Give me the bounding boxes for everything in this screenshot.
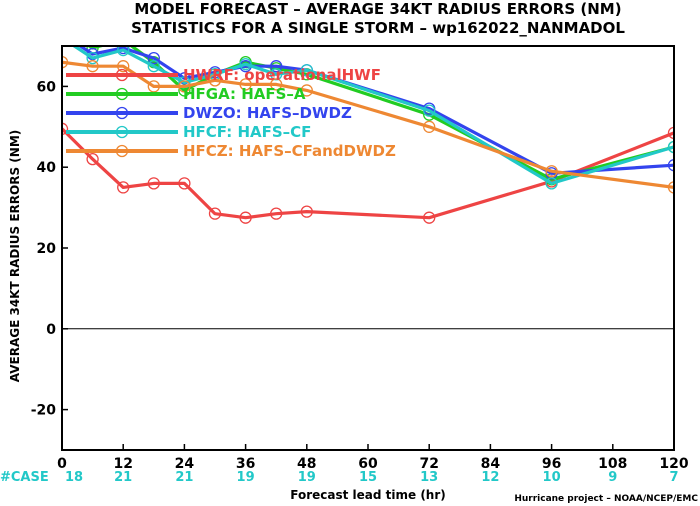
x-axis-label: Forecast lead time (hr) (290, 488, 446, 502)
legend-marker-1 (115, 87, 129, 101)
plot-frame (61, 45, 675, 451)
data-point (423, 104, 436, 117)
chart-title: MODEL FORECAST – AVERAGE 34KT RADIUS ERR… (134, 0, 621, 18)
data-point (423, 211, 436, 224)
y-tick-label: 20 (37, 241, 57, 257)
y-tick-label: 0 (46, 322, 56, 338)
data-point (117, 181, 130, 194)
case-label: #CASE (0, 470, 49, 485)
legend-marker-4 (115, 144, 129, 158)
data-point (57, 32, 68, 43)
data-point (270, 207, 283, 220)
credit: Hurricane project – NOAA/NCEP/EMC (514, 494, 698, 504)
data-point (667, 181, 674, 194)
data-point (545, 165, 558, 178)
data-point (300, 64, 313, 77)
data-point (62, 122, 69, 135)
data-point (667, 126, 674, 140)
data-point (239, 78, 252, 91)
data-point (178, 80, 191, 93)
legend-marker-2 (115, 106, 129, 120)
case-count: 21 (114, 470, 132, 485)
series-group (57, 24, 674, 224)
legend-label-3: HFCF: HAFS–CF (183, 123, 311, 141)
data-point (117, 46, 130, 57)
legend-marker-3 (115, 125, 129, 139)
case-count: 18 (65, 470, 83, 485)
data-point (300, 205, 313, 218)
data-point (86, 51, 99, 65)
x-tick-label: 72 (419, 456, 438, 472)
data-point (147, 80, 160, 93)
case-count: 21 (175, 470, 193, 485)
x-tick-label: 12 (113, 456, 132, 472)
case-count: 19 (237, 470, 255, 485)
data-point (300, 84, 313, 97)
x-tick-label: 36 (236, 456, 255, 472)
x-tick-label: 60 (358, 456, 378, 472)
data-point (270, 68, 283, 81)
data-point (667, 159, 674, 172)
series-line-0 (62, 127, 674, 220)
data-point (57, 24, 68, 35)
x-tick-label: 108 (598, 456, 627, 472)
y-axis-ticks: -20 0 20 40 60 (31, 79, 68, 419)
plot-area (57, 24, 674, 330)
data-point (62, 56, 69, 69)
legend-label-0: HWRF: operationalHWF (183, 66, 381, 84)
data-point (117, 60, 130, 73)
legend-label-1: HFGA: HAFS–A (183, 85, 306, 103)
x-tick-label: 96 (542, 456, 561, 472)
data-point (86, 60, 99, 73)
data-point (239, 58, 252, 71)
data-point (667, 140, 674, 154)
data-point (147, 51, 160, 65)
x-tick-label: 120 (659, 456, 688, 472)
data-point (147, 60, 160, 73)
case-count: 19 (298, 470, 316, 485)
x-axis-ticks: 0 12 24 36 48 60 72 84 96 108 120 (57, 444, 689, 472)
case-counts: 18 21 21 19 19 15 13 12 10 9 7 (65, 470, 679, 485)
data-point (178, 177, 191, 190)
legend-marker-0 (115, 68, 129, 82)
data-point (57, 28, 68, 39)
data-point (270, 60, 283, 73)
data-point (147, 177, 160, 190)
case-count: 15 (359, 470, 377, 485)
data-point (270, 78, 283, 91)
legend-label-2: DWZO: HAFS–DWDZ (183, 104, 352, 122)
y-tick-label: -20 (31, 403, 57, 419)
y-tick-label: 40 (37, 160, 57, 176)
case-count: 7 (669, 470, 678, 485)
case-count: 9 (608, 470, 617, 485)
y-axis-label: AVERAGE 34KT RADIUS ERRORS (NM) (8, 130, 22, 382)
data-point (423, 120, 436, 133)
x-tick-label: 84 (481, 456, 501, 472)
case-count: 12 (481, 470, 499, 485)
data-point (86, 152, 99, 166)
case-count: 10 (543, 470, 561, 485)
data-point (208, 207, 222, 220)
data-point (208, 74, 222, 87)
data-point (545, 177, 558, 190)
chart-subtitle: STATISTICS FOR A SINGLE STORM – wp162022… (131, 19, 625, 37)
case-count: 13 (420, 470, 438, 485)
y-tick-label: 60 (37, 79, 57, 95)
x-tick-label: 0 (57, 456, 67, 472)
x-tick-label: 24 (175, 456, 195, 472)
data-point (239, 211, 252, 224)
x-tick-label: 48 (297, 456, 316, 472)
legend-label-4: HFCZ: HAFS–CFandDWDZ (183, 142, 396, 160)
data-point (122, 46, 125, 47)
